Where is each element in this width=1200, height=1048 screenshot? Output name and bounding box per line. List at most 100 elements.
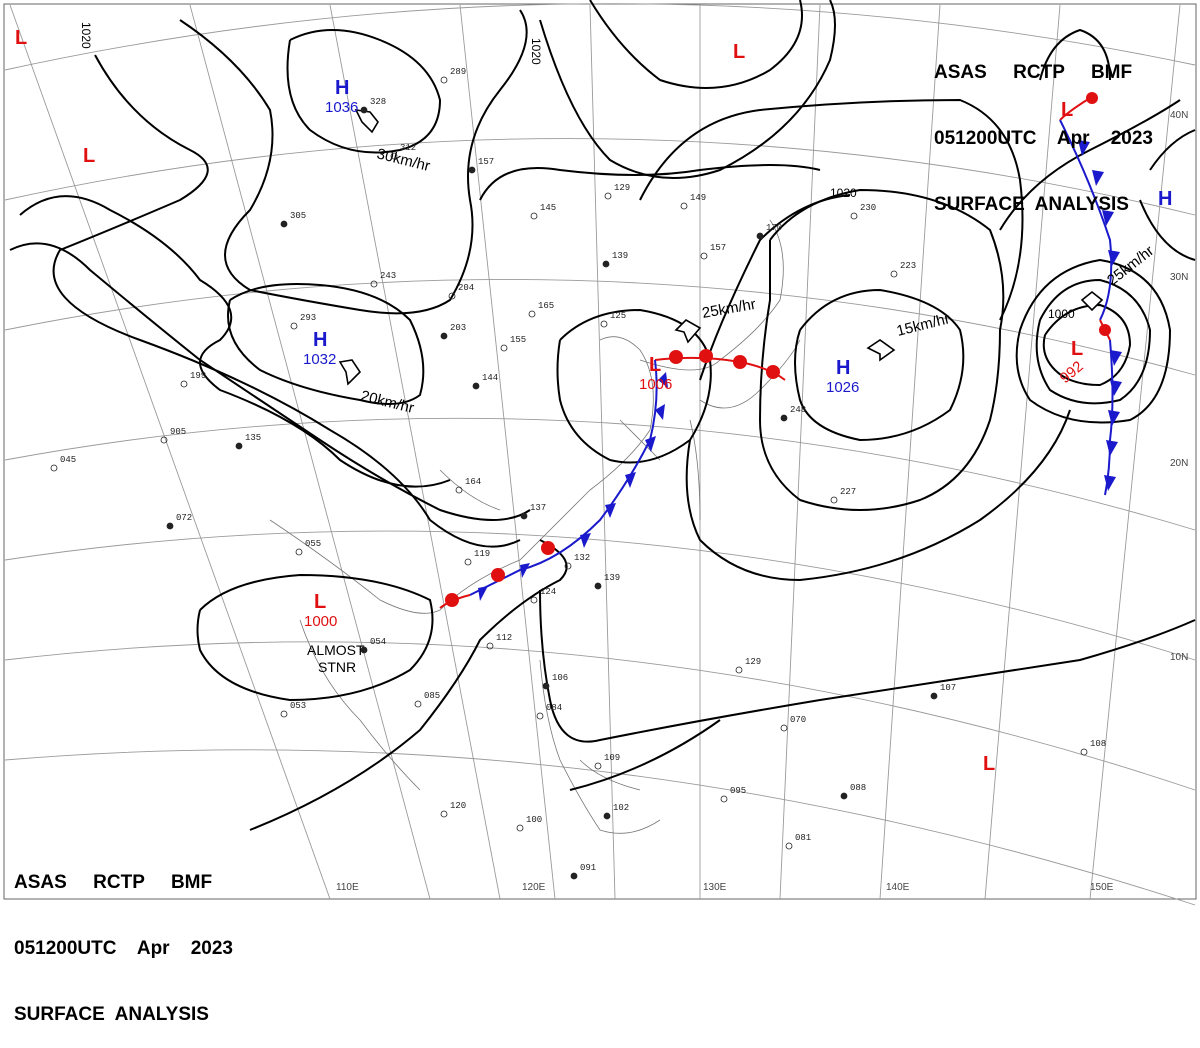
station-plots: 305 243 204 203 145 129 139 157 149 170 230 223 248 2… xyxy=(50,67,1106,880)
central-pressure: 1032 xyxy=(303,351,336,368)
station-pressure: 095 xyxy=(730,786,746,796)
low-pressure-symbol: L xyxy=(649,354,661,376)
station-pressure: 125 xyxy=(610,311,626,321)
station-circle xyxy=(564,562,572,570)
station-circle xyxy=(370,280,378,288)
latitude-labels: 40N 30N 20N 10N xyxy=(1170,110,1188,663)
station-circle xyxy=(680,202,688,210)
station-pressure: 108 xyxy=(1090,739,1106,749)
station-pressure: 100 xyxy=(526,815,542,825)
station-pressure: 132 xyxy=(574,553,590,563)
low-pressure-symbol: L xyxy=(1061,99,1073,121)
station-circle xyxy=(785,842,793,850)
station-circle xyxy=(500,344,508,352)
lon-tick: 120E xyxy=(522,882,546,893)
station-pressure: 230 xyxy=(860,203,876,213)
lon-tick: 140E xyxy=(886,882,910,893)
station-pressure: 135 xyxy=(245,433,261,443)
station-pressure: 905 xyxy=(170,427,186,437)
high-pressure-symbol: H xyxy=(836,357,850,379)
station-pressure: 248 xyxy=(790,405,806,415)
station-pressure: 164 xyxy=(465,477,481,487)
station-pressure: 170 xyxy=(766,223,782,233)
station-circle xyxy=(756,232,764,240)
station-circle xyxy=(830,496,838,504)
header-bottom-line1: ASAS RCTP BMF xyxy=(14,872,213,893)
low-pressure-symbol: L xyxy=(83,145,95,167)
station-pressure: 137 xyxy=(530,503,546,513)
station-circle xyxy=(536,712,544,720)
station-circle xyxy=(166,522,174,530)
lon-tick: 130E xyxy=(703,882,727,893)
station-circle xyxy=(455,486,463,494)
station-pressure: 053 xyxy=(290,701,306,711)
station-circle xyxy=(290,322,298,330)
station-pressure: 091 xyxy=(580,863,596,873)
central-pressure: 1026 xyxy=(826,379,859,396)
central-pressure: 1036 xyxy=(325,99,358,116)
coastlines xyxy=(269,219,801,834)
station-circle xyxy=(602,260,610,268)
station-pressure: 305 xyxy=(290,211,306,221)
station-pressure: 084 xyxy=(546,703,562,713)
station-circle xyxy=(280,710,288,718)
station-pressure: 157 xyxy=(710,243,726,253)
header-top-line2: 051200UTC Apr 2023 xyxy=(934,128,1153,149)
station-circle xyxy=(280,220,288,228)
isobar-label: 1020 xyxy=(529,38,543,65)
station-pressure: 119 xyxy=(474,549,490,559)
low-pressure-symbol: L xyxy=(733,41,745,63)
station-circle xyxy=(570,872,578,880)
station-circle xyxy=(850,212,858,220)
header-top-line1: ASAS RCTP BMF xyxy=(934,62,1133,83)
isobar-labels: 1020 1020 1020 1000 xyxy=(79,22,1075,321)
lat-lon-grid xyxy=(4,3,1196,906)
station-circle xyxy=(360,646,368,654)
isobar-label: 1020 xyxy=(79,22,93,49)
station-pressure: 129 xyxy=(745,657,761,667)
low-pressure-symbol: L xyxy=(1071,338,1083,360)
station-pressure: 149 xyxy=(690,193,706,203)
station-circle xyxy=(1080,748,1088,756)
lat-tick: 20N xyxy=(1170,458,1188,469)
stationary-note-line2: STNR xyxy=(318,659,356,675)
longitude-labels: 110E 120E 130E 140E 150E xyxy=(336,882,1114,893)
station-pressure: 139 xyxy=(612,251,628,261)
station-circle xyxy=(780,724,788,732)
header-bottom-line3: SURFACE ANALYSIS xyxy=(14,1004,209,1025)
high-pressure-symbol: H xyxy=(313,329,327,351)
station-pressure: 109 xyxy=(604,753,620,763)
movement-arrows xyxy=(338,108,1104,386)
station-pressure: 199 xyxy=(190,371,206,381)
station-circle xyxy=(390,152,398,160)
header-top-line3: SURFACE ANALYSIS xyxy=(934,194,1129,215)
station-pressure: 106 xyxy=(552,673,568,683)
station-pressure: 293 xyxy=(300,313,316,323)
station-pressure: 155 xyxy=(510,335,526,345)
fronts xyxy=(439,92,1122,609)
station-circle xyxy=(542,682,550,690)
lon-tick: 150E xyxy=(1090,882,1114,893)
cold-front-east xyxy=(1059,119,1113,321)
station-pressure: 107 xyxy=(940,683,956,693)
station-pressure: 072 xyxy=(176,513,192,523)
station-pressure: 144 xyxy=(482,373,498,383)
station-circle xyxy=(235,442,243,450)
station-pressure: 227 xyxy=(840,487,856,497)
station-pressure: 223 xyxy=(900,261,916,271)
isobar-label: 1000 xyxy=(1048,307,1075,321)
station-circle xyxy=(486,642,494,650)
station-circle xyxy=(594,582,602,590)
station-pressure: 145 xyxy=(540,203,556,213)
station-pressure: 054 xyxy=(370,637,386,647)
station-pressure: 289 xyxy=(450,67,466,77)
station-circle xyxy=(520,512,528,520)
station-circle xyxy=(160,436,168,444)
station-circle xyxy=(414,700,422,708)
station-pressure: 243 xyxy=(380,271,396,281)
station-circle xyxy=(720,795,728,803)
low-pressure-symbol: L xyxy=(314,591,326,613)
station-pressure: 070 xyxy=(790,715,806,725)
lon-tick: 110E xyxy=(336,882,359,893)
